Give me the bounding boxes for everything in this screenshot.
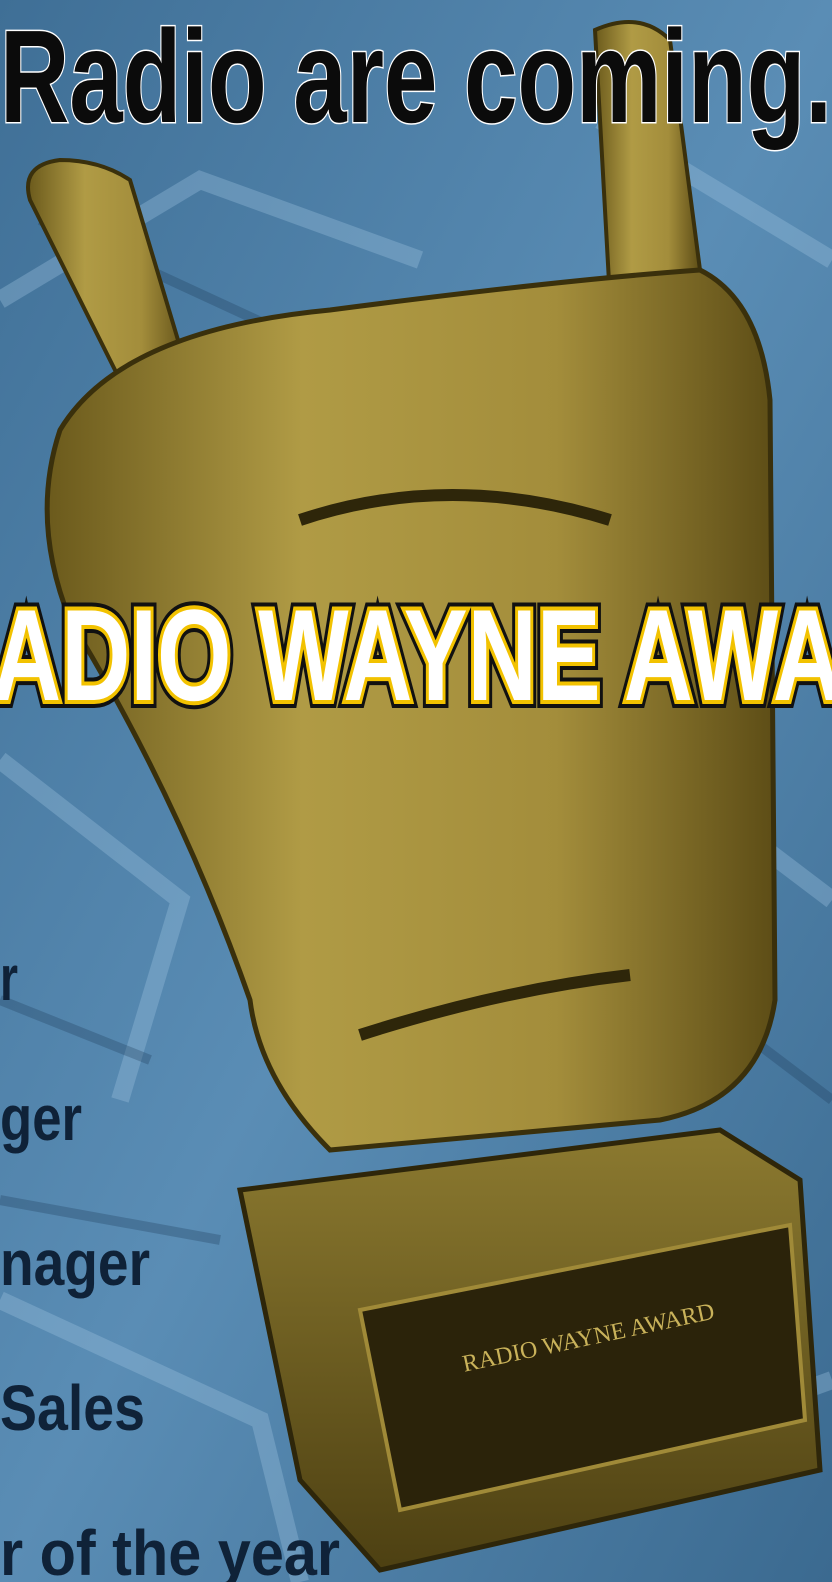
category-item: ger — [0, 1082, 82, 1154]
category-item: nager — [0, 1227, 150, 1299]
category-item: Sales — [0, 1372, 145, 1444]
category-list: r ger nager Sales r of the year — [0, 942, 340, 1582]
trophy — [26, 20, 823, 1573]
headline: Radio are coming. — [0, 3, 832, 150]
banner-outline: ADIO WAYNE AWA — [0, 582, 832, 728]
banner: ADIO WAYNE AWA — [0, 582, 832, 728]
category-item: r — [0, 942, 18, 1014]
category-item: r of the year — [0, 1517, 340, 1582]
